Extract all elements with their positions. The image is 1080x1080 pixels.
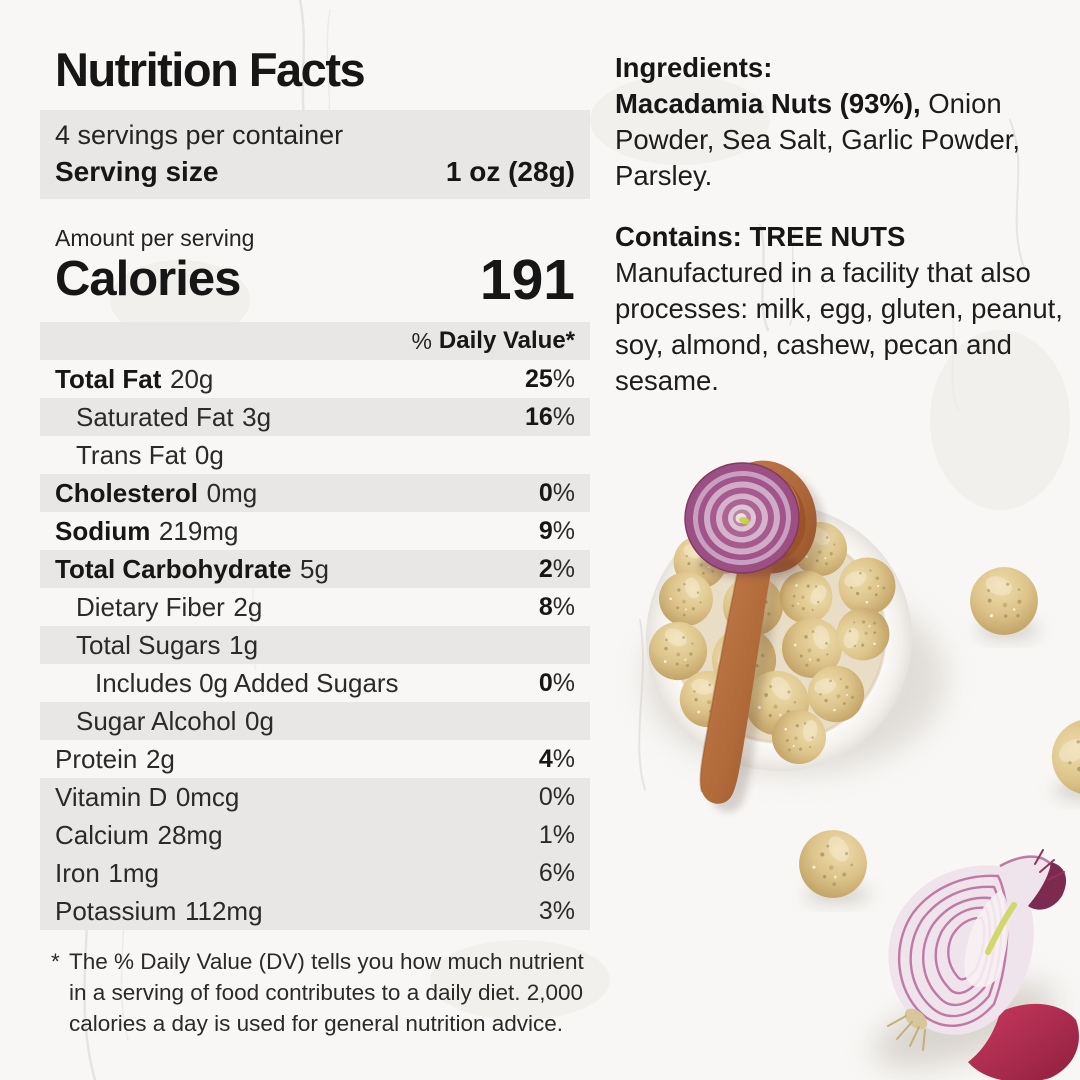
nutrient-amount: 0g	[194, 439, 224, 470]
halved-red-onion	[874, 849, 1079, 1080]
ingredients-and-allergens: Ingredients: Macadamia Nuts (93%), Onion…	[615, 50, 1073, 399]
calories-row: Calories 191	[55, 252, 575, 309]
ingredients-heading: Ingredients:	[615, 52, 773, 83]
nutrient-amount: 219mg	[158, 515, 239, 546]
nutrient-row: Saturated Fat 3g 16%	[40, 398, 590, 437]
vitamin-daily-value: 6%	[538, 858, 575, 887]
vitamin-amount: 1mg	[108, 857, 159, 888]
scattered-macadamia-nuts	[786, 557, 1080, 911]
nutrient-name: Trans Fat	[76, 439, 187, 470]
daily-value-header-text: Daily Value*	[438, 327, 575, 355]
vitamin-amount: 112mg	[184, 895, 263, 926]
vitamin-name: Potassium	[55, 895, 177, 926]
ingredients-list: Macadamia Nuts (93%), Onion Powder, Sea …	[615, 86, 1073, 194]
ingredients-other-items: Onion Powder, Sea Salt, Garlic Powder, P…	[615, 88, 1021, 192]
nutrition-facts-panel: Nutrition Facts 4 servings per container…	[40, 44, 590, 1040]
vitamin-row: Potassium 112mg 3%	[40, 892, 590, 930]
serving-size-label: Serving size	[55, 156, 219, 188]
nutrient-row: Protein 2g 4%	[40, 740, 590, 778]
serving-size-row: Serving size 1 oz (28g)	[55, 156, 575, 188]
vitamin-amount: 0mcg	[175, 781, 240, 812]
vitamin-daily-value: 1%	[538, 820, 575, 849]
facility-statement: Manufactured in a facility that also pro…	[615, 257, 1063, 397]
calories-value: 191	[479, 248, 575, 313]
nutrition-facts-title: Nutrition Facts	[55, 43, 366, 96]
footnote-asterisk: *	[51, 949, 60, 975]
nutrient-amount: 5g	[300, 553, 329, 584]
nutrient-daily-value: 0%	[538, 668, 575, 697]
nutrient-amount: 2g	[145, 743, 175, 774]
servings-per-container: 4 servings per container	[55, 119, 344, 150]
product-photo	[638, 460, 1080, 1080]
vitamin-row: Iron 1mg 6%	[40, 854, 590, 892]
nutrient-daily-value: 2%	[538, 554, 575, 583]
nutrient-name: Total Carbohydrate	[55, 553, 292, 584]
nutrient-amount: 0mg	[206, 477, 258, 508]
vitamin-row: Calcium 28mg 1%	[40, 816, 590, 854]
nutrient-name: Total Sugars	[76, 629, 221, 660]
nutrient-rows: Total Fat 20g 25% Saturated Fat 3g 16% Tra…	[40, 360, 590, 778]
nutrient-row: Trans Fat 0g	[40, 436, 590, 474]
nutrient-amount: 2g	[233, 591, 263, 622]
nutrient-amount: 0g	[245, 705, 274, 736]
nutrient-name: Dietary Fiber	[76, 591, 225, 622]
nutrient-row: Sugar Alcohol 0g	[40, 702, 590, 741]
nutrient-daily-value: 0%	[538, 478, 575, 507]
nutrient-row: Sodium 219mg 9%	[40, 512, 590, 550]
nutrient-name: Total Fat	[55, 363, 162, 394]
nutrient-amount: 20g	[169, 363, 214, 394]
nutrient-daily-value: 25%	[524, 364, 575, 393]
nutrient-daily-value: 16%	[524, 402, 575, 431]
vitamin-name: Calcium	[55, 819, 149, 850]
nutrient-daily-value: 8%	[538, 592, 575, 621]
nutrient-amount: 3g	[242, 401, 272, 432]
nutrient-daily-value: 4%	[538, 744, 575, 773]
vitamin-daily-value: 0%	[538, 782, 575, 811]
calories-label: Calories	[55, 252, 241, 307]
nutrient-name: Saturated Fat	[76, 401, 234, 432]
nutrient-row: Total Fat 20g 25%	[40, 360, 590, 398]
nutrient-amount: 1g	[229, 629, 259, 660]
nutrient-name: Sugar Alcohol	[76, 705, 237, 736]
vitamin-daily-value: 3%	[538, 896, 575, 925]
nutrient-name: Protein	[55, 743, 138, 774]
ingredients-main-item: Macadamia Nuts (93%),	[615, 88, 921, 120]
allergen-block: Contains: TREE NUTS Manufactured in a fa…	[615, 219, 1073, 399]
vitamin-amount: 28mg	[157, 819, 223, 850]
nutrient-name: Cholesterol	[55, 477, 199, 508]
serving-info-box: 4 servings per container Serving size 1 …	[40, 109, 590, 200]
nutrient-row: Total Sugars 1g	[40, 626, 590, 665]
red-onion-slice	[684, 462, 800, 574]
nutrient-name: Includes 0g Added Sugars	[95, 667, 399, 698]
daily-value-percent-sign: %	[411, 327, 432, 354]
vitamin-rows: Vitamin D 0mcg 0% Calcium 28mg 1% Iron 1mg …	[40, 778, 590, 931]
vitamin-row: Vitamin D 0mcg 0%	[40, 778, 590, 816]
nutrient-daily-value: 9%	[538, 516, 575, 545]
amount-per-serving: Amount per serving	[55, 225, 255, 252]
nutrient-row: Cholesterol 0mg 0%	[40, 474, 590, 513]
serving-size-value: 1 oz (28g)	[445, 156, 575, 188]
nutrient-row: Total Carbohydrate 5g 2%	[40, 550, 590, 589]
footnote-text: The % Daily Value (DV) tells you how muc…	[69, 949, 584, 1037]
nutrient-row: Dietary Fiber 2g 8%	[40, 588, 590, 626]
daily-value-header: % Daily Value*	[40, 322, 590, 361]
vitamin-name: Vitamin D	[55, 781, 168, 812]
nutrient-name: Sodium	[55, 515, 151, 546]
daily-value-footnote: * The % Daily Value (DV) tells you how m…	[40, 947, 585, 1039]
vitamin-name: Iron	[55, 857, 100, 888]
contains-statement: Contains: TREE NUTS	[615, 221, 906, 253]
nutrient-row: Includes 0g Added Sugars 0%	[40, 664, 590, 702]
